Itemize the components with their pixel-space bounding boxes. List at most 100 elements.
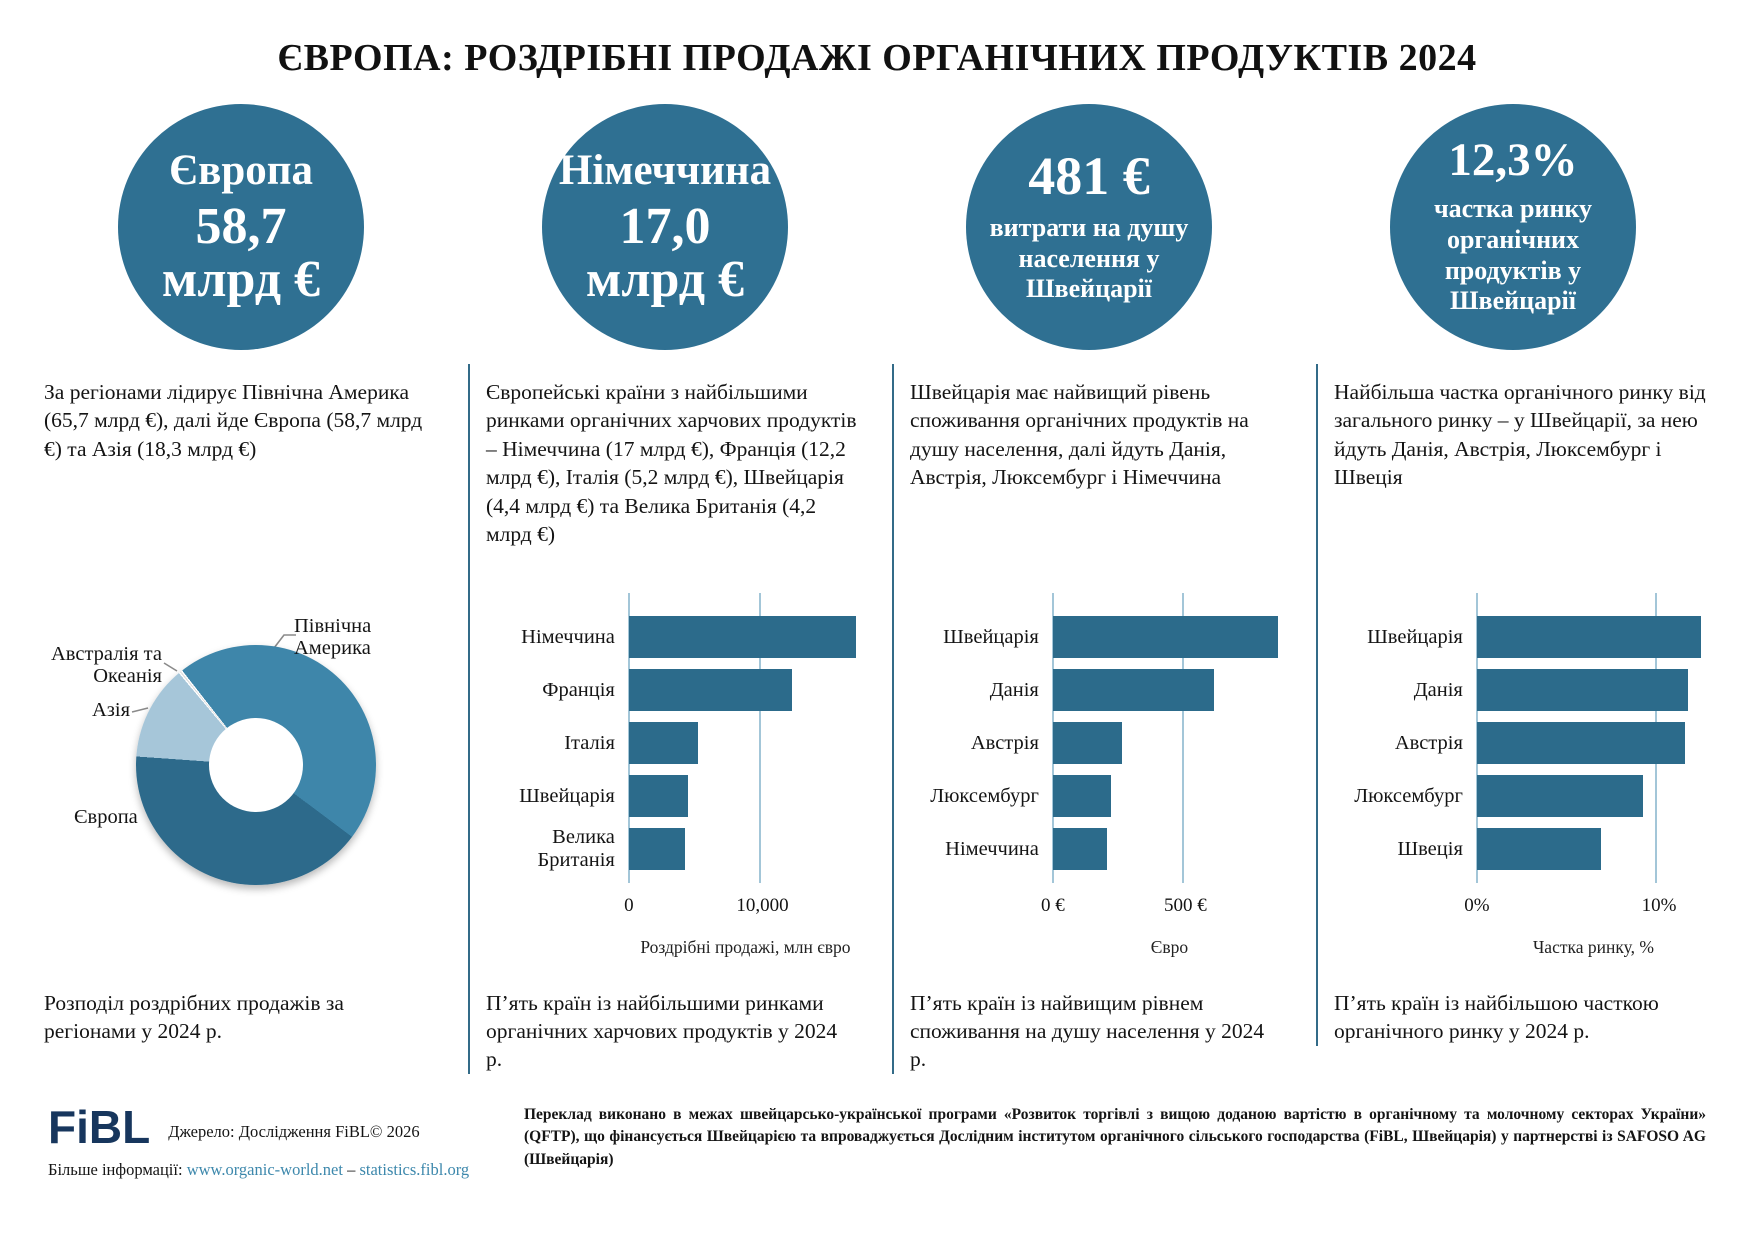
- kpi-title: Європа: [168, 147, 314, 195]
- kpi-value: 17,0 млрд €: [585, 197, 745, 308]
- chart-caption: П’ять країн із найвищим рівнем споживанн…: [910, 991, 1265, 1071]
- slice-label-asia: Азія: [91, 699, 130, 721]
- bar-track: [628, 775, 862, 817]
- kpi-value: 12,3%: [1448, 134, 1578, 187]
- bar: [1052, 616, 1279, 658]
- bar-row: Австрія: [1334, 722, 1710, 764]
- column-description: За регіонами лідирує Північна Америка (6…: [44, 380, 423, 461]
- x-axis-ticks: 0 € 500 €: [1041, 895, 1286, 921]
- column-europe-total: Європа 58,7 млрд € За регіонами лідирує …: [44, 104, 438, 1074]
- bar-category-label: Німеччина: [945, 837, 1039, 860]
- bar-row: Швейцарія: [910, 616, 1286, 658]
- fibl-logo: FiBL: [48, 1100, 151, 1153]
- x-axis-title: Роздрібні продажі, млн євро: [640, 937, 851, 957]
- bar-row: Швеція: [1334, 828, 1710, 870]
- bar-track: [628, 616, 862, 658]
- bar-track: [628, 828, 862, 870]
- donut-hole: [209, 718, 303, 812]
- bar-category-label: Австрія: [970, 731, 1039, 754]
- kpi-circle-europe: Європа 58,7 млрд €: [118, 104, 364, 350]
- bar-row: Данія: [1334, 669, 1710, 711]
- bar-row: Люксембург: [1334, 775, 1710, 817]
- footer: FiBL Джерело: Дослідження FiBL© 2026 Біл…: [0, 1104, 1754, 1180]
- bar: [1052, 775, 1112, 817]
- bar-track: [628, 669, 862, 711]
- bar-category-label: Швеція: [1397, 837, 1463, 860]
- kpi-title: Німеччина: [558, 147, 772, 195]
- bar: [628, 722, 699, 764]
- column-per-capita: 481 € витрати на душу населення у Швейца…: [892, 104, 1286, 1074]
- info-line: Більше інформації: www.organic-world.net…: [48, 1160, 518, 1180]
- x-axis-title: Частка ринку, %: [1532, 937, 1654, 957]
- column-biggest-markets: Німеччина 17,0 млрд € Європейські країни…: [468, 104, 862, 1074]
- bar-category-label: Данія: [989, 678, 1039, 701]
- bar-category-label: Італія: [564, 731, 615, 754]
- bar-category-label: Швейцарія: [943, 625, 1039, 648]
- chart-plot: Швейцарія Данія Австрія Люксембург Швеція: [1334, 593, 1710, 883]
- bar: [1476, 775, 1643, 817]
- column-body: Найбільша частка органічного ринку від з…: [1316, 364, 1710, 1046]
- bar-category-label: Швейцарія: [1367, 625, 1463, 648]
- source-text: Джерело: Дослідження FiBL© 2026: [168, 1121, 420, 1141]
- footer-left: FiBL Джерело: Дослідження FiBL© 2026 Біл…: [48, 1104, 518, 1180]
- bar: [628, 775, 688, 817]
- chart-caption: П’ять країн із найбільшими ринками орган…: [486, 991, 838, 1071]
- kpi-value: 481 €: [1028, 145, 1150, 206]
- bar-row: Німеччина: [486, 616, 862, 658]
- chart-rows: Швейцарія Данія Австрія Люксембург Швеція: [1334, 616, 1710, 870]
- bar: [1476, 828, 1601, 870]
- column-description: Європейські країни з найбільшими ринками…: [486, 380, 857, 546]
- donut-chart-regions: Північна Америка Австралія та Океанія Аз…: [44, 593, 438, 978]
- bar: [628, 828, 685, 870]
- bar-track: [1052, 616, 1286, 658]
- bar-track: [1476, 775, 1710, 817]
- bar-category-label: Данія: [1413, 678, 1463, 701]
- bar: [628, 669, 792, 711]
- axis-tick-label: 0 €: [1041, 895, 1065, 916]
- slice-label-europe: Європа: [74, 806, 138, 828]
- bar-row: Данія: [910, 669, 1286, 711]
- bar-row: Австрія: [910, 722, 1286, 764]
- bar-category-label: Австрія: [1394, 731, 1463, 754]
- bar-row: Франція: [486, 669, 862, 711]
- kpi-circle-germany: Німеччина 17,0 млрд €: [542, 104, 788, 350]
- bar-track: [1052, 828, 1286, 870]
- bar-track: [628, 722, 862, 764]
- gridline: [759, 593, 762, 883]
- axis-tick-label: 10%: [1641, 895, 1677, 916]
- link-separator: –: [342, 1159, 360, 1179]
- axis-tick-label: 0%: [1464, 895, 1490, 916]
- donut-ring: [136, 645, 376, 885]
- x-axis-title: Євро: [1150, 937, 1189, 957]
- kpi-circle-market-share: 12,3% частка ринку органічних продуктів …: [1390, 104, 1636, 350]
- fibl-statistics-link[interactable]: statistics.fibl.org: [359, 1159, 470, 1179]
- bar: [1476, 616, 1701, 658]
- bar-row: Велика Британія: [486, 826, 862, 871]
- bar-category-label: Франція: [542, 678, 615, 701]
- bar: [1052, 722, 1122, 764]
- info-label: Більше інформації:: [48, 1159, 187, 1179]
- bar-category-label: Люксембург: [930, 784, 1039, 807]
- axis-tick-label: 0: [624, 895, 634, 916]
- bar: [1476, 669, 1689, 711]
- bar-row: Німеччина: [910, 828, 1286, 870]
- column-body: За регіонами лідирує Північна Америка (6…: [44, 364, 438, 1046]
- column-body: Швейцарія має найвищий рівень споживання…: [892, 364, 1286, 1074]
- kpi-subtitle: частка ринку органічних продуктів у Швей…: [1433, 194, 1593, 316]
- bar-track: [1052, 775, 1286, 817]
- bar-category-label: Швейцарія: [519, 784, 615, 807]
- bar-row: Швейцарія: [1334, 616, 1710, 658]
- bar: [1476, 722, 1685, 764]
- chart-plot: Швейцарія Данія Австрія Люксембург Німеччина: [910, 593, 1286, 883]
- chart-plot: Німеччина Франція Італія Швейцарія Велика Бр…: [486, 593, 862, 883]
- bar-track: [1476, 722, 1710, 764]
- organic-world-link[interactable]: www.organic-world.net: [186, 1159, 343, 1179]
- column-body: Європейські країни з найбільшими ринками…: [468, 364, 862, 1074]
- column-description: Найбільша частка органічного ринку від з…: [1334, 380, 1706, 490]
- gridline: [1182, 593, 1185, 883]
- bar: [1052, 669, 1215, 711]
- chart-rows: Швейцарія Данія Австрія Люксембург Німеччина: [910, 616, 1286, 870]
- kpi-subtitle: витрати на душу населення у Швейцарії: [989, 212, 1189, 304]
- bar: [628, 616, 856, 658]
